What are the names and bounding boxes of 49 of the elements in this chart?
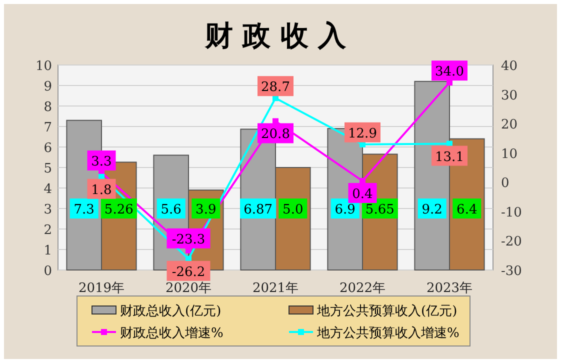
x-tick-label: 2022年	[339, 281, 386, 296]
data-label: -23.3	[172, 232, 206, 248]
x-tick-label: 2023年	[426, 281, 473, 296]
data-label: 13.1	[435, 150, 464, 165]
y-tick-label: 6	[44, 141, 52, 156]
data-label: -26.2	[172, 264, 206, 280]
data-label: 6.4	[456, 202, 478, 218]
y-tick-label: 3	[44, 202, 52, 218]
data-label: 9.2	[422, 202, 442, 218]
data-label: 28.7	[261, 80, 290, 96]
data-label: 7.3	[74, 202, 94, 218]
y-tick-label: 4	[44, 182, 52, 197]
data-label: 1.8	[91, 182, 112, 198]
data-label: 20.8	[261, 127, 290, 142]
data-label: 3.3	[91, 154, 112, 170]
y2-tick-label: 10	[501, 146, 518, 162]
legend-label: 财政总收入增速%	[120, 326, 224, 341]
y-tick-label: 8	[44, 100, 52, 115]
y-tick-label: 9	[44, 80, 52, 94]
y-tick-label: 0	[44, 264, 52, 279]
legend-label: 地方公共预算收入(亿元)	[316, 303, 458, 319]
legend-label: 地方公共预算收入增速%	[316, 325, 460, 341]
y2-tick-label: 20	[501, 118, 518, 133]
data-label: 34.0	[435, 64, 464, 80]
data-label: 5.0	[282, 202, 304, 218]
x-tick-label: 2019年	[78, 281, 125, 296]
data-label: 12.9	[348, 126, 377, 142]
data-label: 5.65	[365, 202, 394, 218]
y-tick-label: 1	[44, 244, 52, 258]
data-label: 5.26	[104, 202, 134, 218]
x-tick-label: 2020年	[165, 281, 212, 296]
data-label: 0.4	[352, 186, 373, 202]
data-label: 5.6	[160, 202, 182, 218]
y-tick-label: 2	[44, 223, 52, 238]
y2-tick-label: 40	[501, 59, 518, 74]
y2-tick-label: -10	[501, 205, 522, 220]
data-label: 6.87	[244, 202, 273, 218]
y-tick-label: 5	[44, 162, 52, 176]
y2-tick-label: 0	[501, 176, 510, 192]
x-tick-label: 2021年	[252, 281, 299, 296]
y2-tick-label: -20	[501, 234, 522, 250]
y-tick-label: 7	[44, 120, 52, 136]
y2-tick-label: 30	[501, 88, 518, 104]
legend-label: 财政总收入(亿元)	[120, 304, 222, 319]
y2-tick-label: -30	[501, 264, 522, 279]
data-label: 3.9	[196, 202, 216, 218]
chart-title: 财 政 收 入	[204, 19, 348, 52]
data-label: 6.9	[334, 202, 356, 218]
y-tick-label: 10	[35, 59, 52, 74]
